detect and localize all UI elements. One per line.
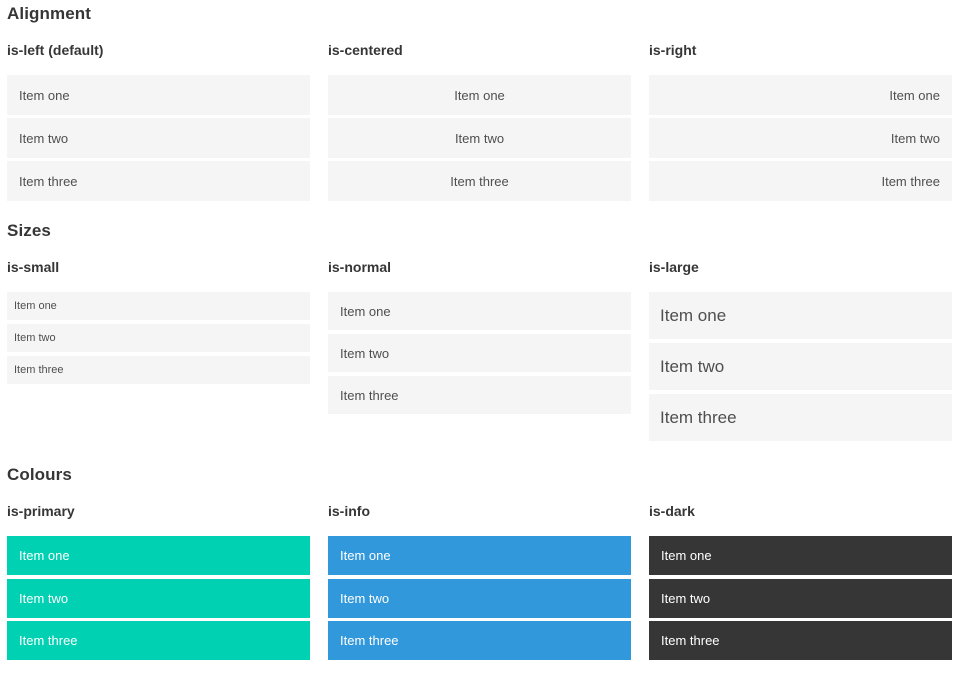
list-item: Item two bbox=[649, 118, 952, 158]
demo-list-small: Item one Item two Item three bbox=[7, 292, 310, 384]
section-title-sizes: Sizes bbox=[7, 221, 51, 240]
section-sizes: Sizes is-small Item one Item two Item th… bbox=[7, 221, 952, 445]
list-item: Item three bbox=[7, 621, 310, 660]
list-item: Item two bbox=[328, 334, 631, 372]
list-item: Item two bbox=[328, 118, 631, 158]
list-item: Item one bbox=[649, 75, 952, 115]
list-item: Item one bbox=[328, 292, 631, 330]
list-item: Item two bbox=[328, 578, 631, 618]
list-item: Item three bbox=[649, 161, 952, 201]
demo-list-left: Item one Item two Item three bbox=[7, 75, 310, 201]
column-is-dark: is-dark Item one Item two Item three bbox=[649, 503, 952, 664]
column-is-left: is-left (default) Item one Item two Item… bbox=[7, 42, 310, 201]
sizes-columns: is-small Item one Item two Item three is… bbox=[7, 259, 952, 445]
demo-list-large: Item one Item two Item three bbox=[649, 292, 952, 441]
section-title-colours: Colours bbox=[7, 465, 72, 484]
list-item: Item three bbox=[7, 356, 310, 384]
colours-columns: is-primary Item one Item two Item three … bbox=[7, 503, 952, 664]
column-heading-is-small: is-small bbox=[7, 259, 60, 275]
list-item: Item two bbox=[649, 343, 952, 390]
list-item: Item two bbox=[7, 324, 310, 352]
demo-list-right: Item one Item two Item three bbox=[649, 75, 952, 201]
column-is-small: is-small Item one Item two Item three bbox=[7, 259, 310, 388]
list-item: Item two bbox=[7, 118, 310, 158]
column-is-centered: is-centered Item one Item two Item three bbox=[328, 42, 631, 201]
list-item: Item one bbox=[649, 292, 952, 339]
demo-list-centered: Item one Item two Item three bbox=[328, 75, 631, 201]
demo-list-primary: Item one Item two Item three bbox=[7, 536, 310, 660]
alignment-columns: is-left (default) Item one Item two Item… bbox=[7, 42, 952, 201]
list-item: Item two bbox=[7, 578, 310, 618]
demo-list-dark: Item one Item two Item three bbox=[649, 536, 952, 660]
list-item: Item one bbox=[328, 536, 631, 575]
list-item: Item one bbox=[328, 75, 631, 115]
list-item: Item three bbox=[649, 394, 952, 441]
section-title-alignment: Alignment bbox=[7, 4, 92, 23]
list-item: Item one bbox=[7, 75, 310, 115]
list-item: Item one bbox=[7, 536, 310, 575]
list-item: Item three bbox=[328, 621, 631, 660]
column-heading-is-info: is-info bbox=[328, 503, 370, 519]
column-is-info: is-info Item one Item two Item three bbox=[328, 503, 631, 664]
demo-list-info: Item one Item two Item three bbox=[328, 536, 631, 660]
list-item: Item one bbox=[649, 536, 952, 575]
column-is-normal: is-normal Item one Item two Item three bbox=[328, 259, 631, 418]
column-heading-is-large: is-large bbox=[649, 259, 699, 275]
list-item: Item one bbox=[7, 292, 310, 320]
column-heading-is-centered: is-centered bbox=[328, 42, 403, 58]
section-colours: Colours is-primary Item one Item two Ite… bbox=[7, 465, 952, 664]
list-item: Item three bbox=[7, 161, 310, 201]
column-heading-is-left: is-left (default) bbox=[7, 42, 104, 58]
list-item: Item three bbox=[649, 621, 952, 660]
demo-list-normal: Item one Item two Item three bbox=[328, 292, 631, 414]
column-heading-is-normal: is-normal bbox=[328, 259, 392, 275]
list-item: Item three bbox=[328, 376, 631, 414]
section-alignment: Alignment is-left (default) Item one Ite… bbox=[7, 4, 952, 201]
column-is-large: is-large Item one Item two Item three bbox=[649, 259, 952, 445]
list-item: Item two bbox=[649, 578, 952, 618]
list-item: Item three bbox=[328, 161, 631, 201]
column-is-primary: is-primary Item one Item two Item three bbox=[7, 503, 310, 664]
column-is-right: is-right Item one Item two Item three bbox=[649, 42, 952, 201]
column-heading-is-primary: is-primary bbox=[7, 503, 75, 519]
column-heading-is-right: is-right bbox=[649, 42, 697, 58]
column-heading-is-dark: is-dark bbox=[649, 503, 695, 519]
